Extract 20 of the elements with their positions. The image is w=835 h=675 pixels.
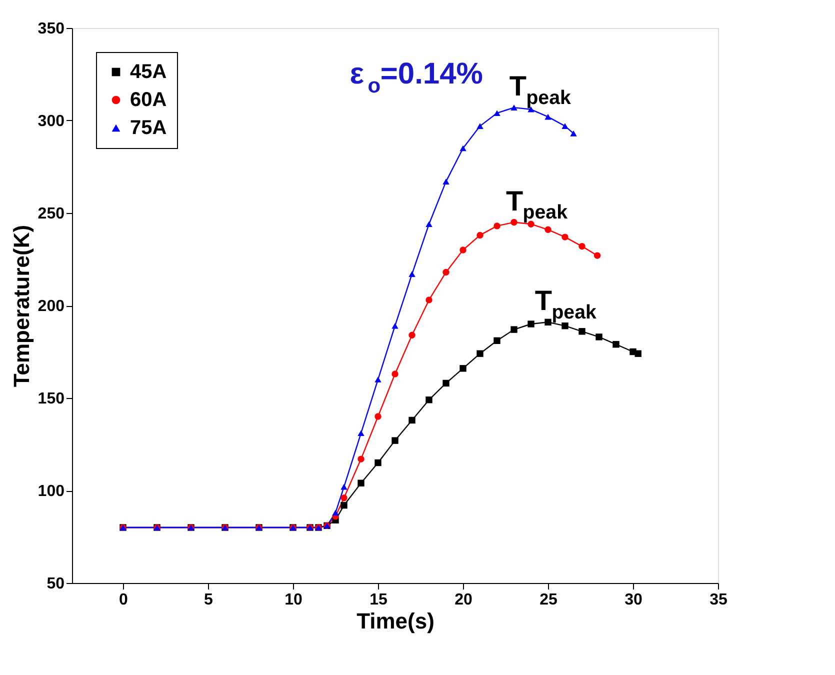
x-tick-label: 20 (454, 592, 472, 608)
x-tick-label: 10 (284, 592, 302, 608)
y-axis-title: Temperature(K) (8, 224, 34, 388)
legend-label: 60A (130, 89, 167, 111)
y-tick-label: 250 (38, 206, 65, 222)
x-tick-label: 35 (710, 592, 728, 608)
x-tick-label: 15 (370, 592, 388, 608)
legend-label: 45A (130, 61, 167, 83)
x-axis-title: Time(s) (356, 608, 434, 634)
y-tick-label: 200 (38, 298, 65, 315)
y-tick-label: 100 (38, 483, 65, 500)
x-tick-label: 0 (119, 592, 128, 608)
x-tick-label: 30 (624, 592, 642, 608)
x-tick-label: 5 (204, 592, 214, 608)
x-tick-label: 25 (540, 592, 558, 608)
legend-label: 75A (130, 117, 167, 139)
y-tick-label: 150 (38, 390, 65, 408)
y-tick-label: 300 (38, 113, 65, 130)
y-tick-label: 350 (38, 20, 65, 38)
y-tick-label: 50 (46, 576, 65, 592)
